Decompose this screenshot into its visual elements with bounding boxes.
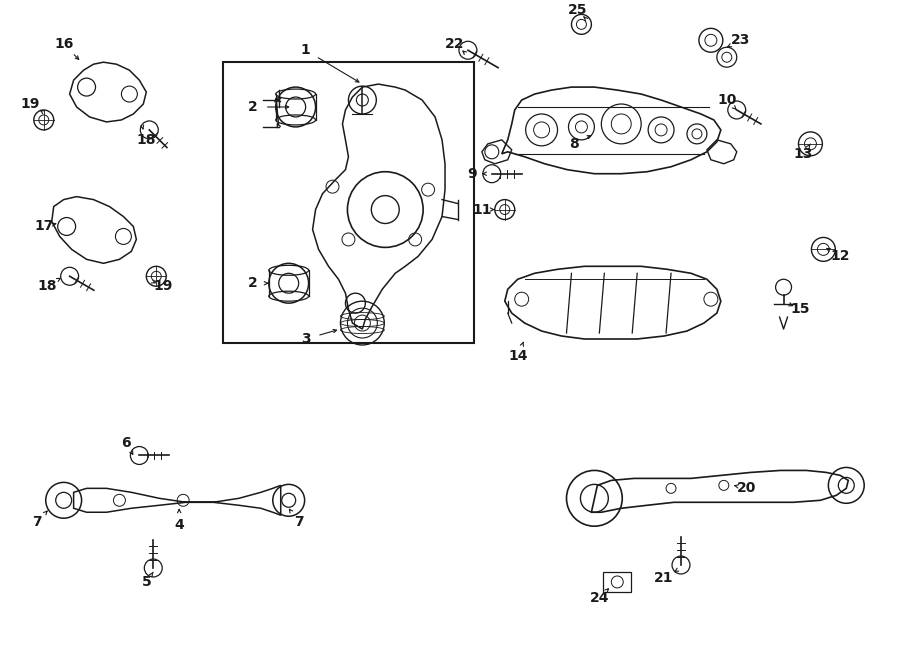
Text: 19: 19 <box>20 97 40 111</box>
Bar <box>603 572 631 592</box>
Text: 18: 18 <box>37 279 57 293</box>
Text: 22: 22 <box>446 37 464 52</box>
Text: 6: 6 <box>122 436 131 449</box>
Text: 12: 12 <box>831 249 850 263</box>
Text: 23: 23 <box>731 33 751 48</box>
Text: 8: 8 <box>570 137 580 151</box>
Text: 9: 9 <box>467 167 477 180</box>
Text: 24: 24 <box>590 591 609 605</box>
Text: 2: 2 <box>248 100 257 114</box>
Text: 11: 11 <box>472 202 491 217</box>
Text: 15: 15 <box>791 302 810 316</box>
Text: 19: 19 <box>154 279 173 293</box>
Text: 21: 21 <box>654 571 674 585</box>
Text: 14: 14 <box>508 349 527 363</box>
Text: 20: 20 <box>737 481 756 495</box>
Text: 5: 5 <box>141 575 151 589</box>
Text: 18: 18 <box>137 133 156 147</box>
Text: 25: 25 <box>568 3 587 17</box>
Text: 10: 10 <box>717 93 736 107</box>
Text: 2: 2 <box>248 276 257 290</box>
Text: 17: 17 <box>34 219 53 233</box>
Bar <box>223 62 474 343</box>
Text: 13: 13 <box>794 147 814 161</box>
Text: 7: 7 <box>32 515 41 529</box>
Text: 7: 7 <box>293 515 303 529</box>
Text: 3: 3 <box>301 332 310 346</box>
Text: 4: 4 <box>175 518 184 532</box>
Text: 16: 16 <box>54 37 74 52</box>
Text: 1: 1 <box>301 43 310 58</box>
